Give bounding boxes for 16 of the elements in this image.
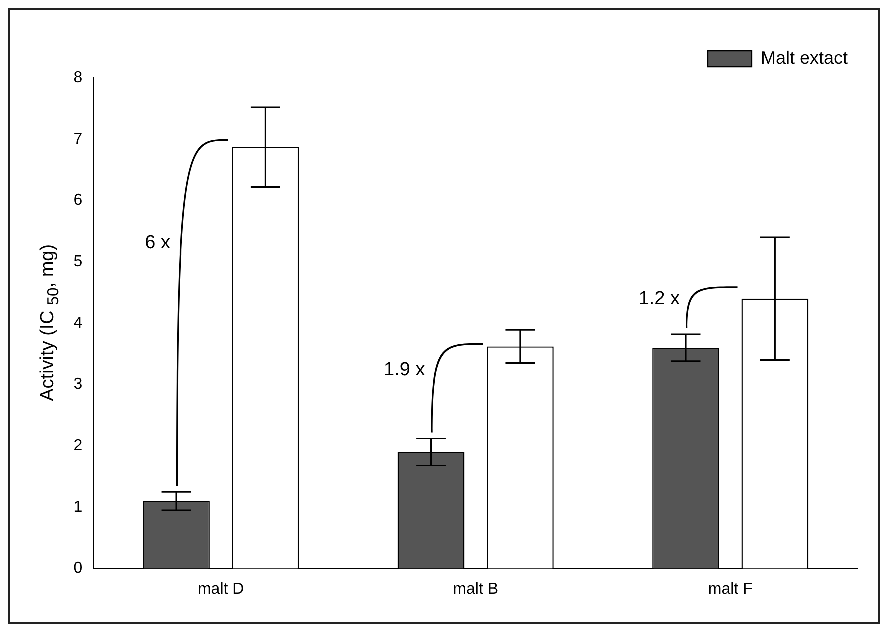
y-tick-label: 8 xyxy=(74,69,83,86)
y-tick-label: 0 xyxy=(74,560,83,578)
annotation: 1.2 x xyxy=(638,288,681,310)
legend-label: Malt extact xyxy=(760,48,848,68)
y-tick-label: 4 xyxy=(74,314,83,332)
x-tick-label: malt B xyxy=(453,580,499,598)
y-tick-label: 1 xyxy=(74,498,83,516)
x-tick-label: malt F xyxy=(708,580,754,598)
annotation: 1.9 x xyxy=(384,359,426,380)
y-tick-label: 3 xyxy=(74,376,83,394)
x-tick-label: malt D xyxy=(198,580,244,598)
y-tick-label: 7 xyxy=(74,130,83,148)
y-tick-label: 5 xyxy=(74,253,83,270)
y-tick-label: 6 xyxy=(74,192,83,210)
y-tick-label: 2 xyxy=(74,438,83,455)
annotation: 6 x xyxy=(145,232,171,254)
